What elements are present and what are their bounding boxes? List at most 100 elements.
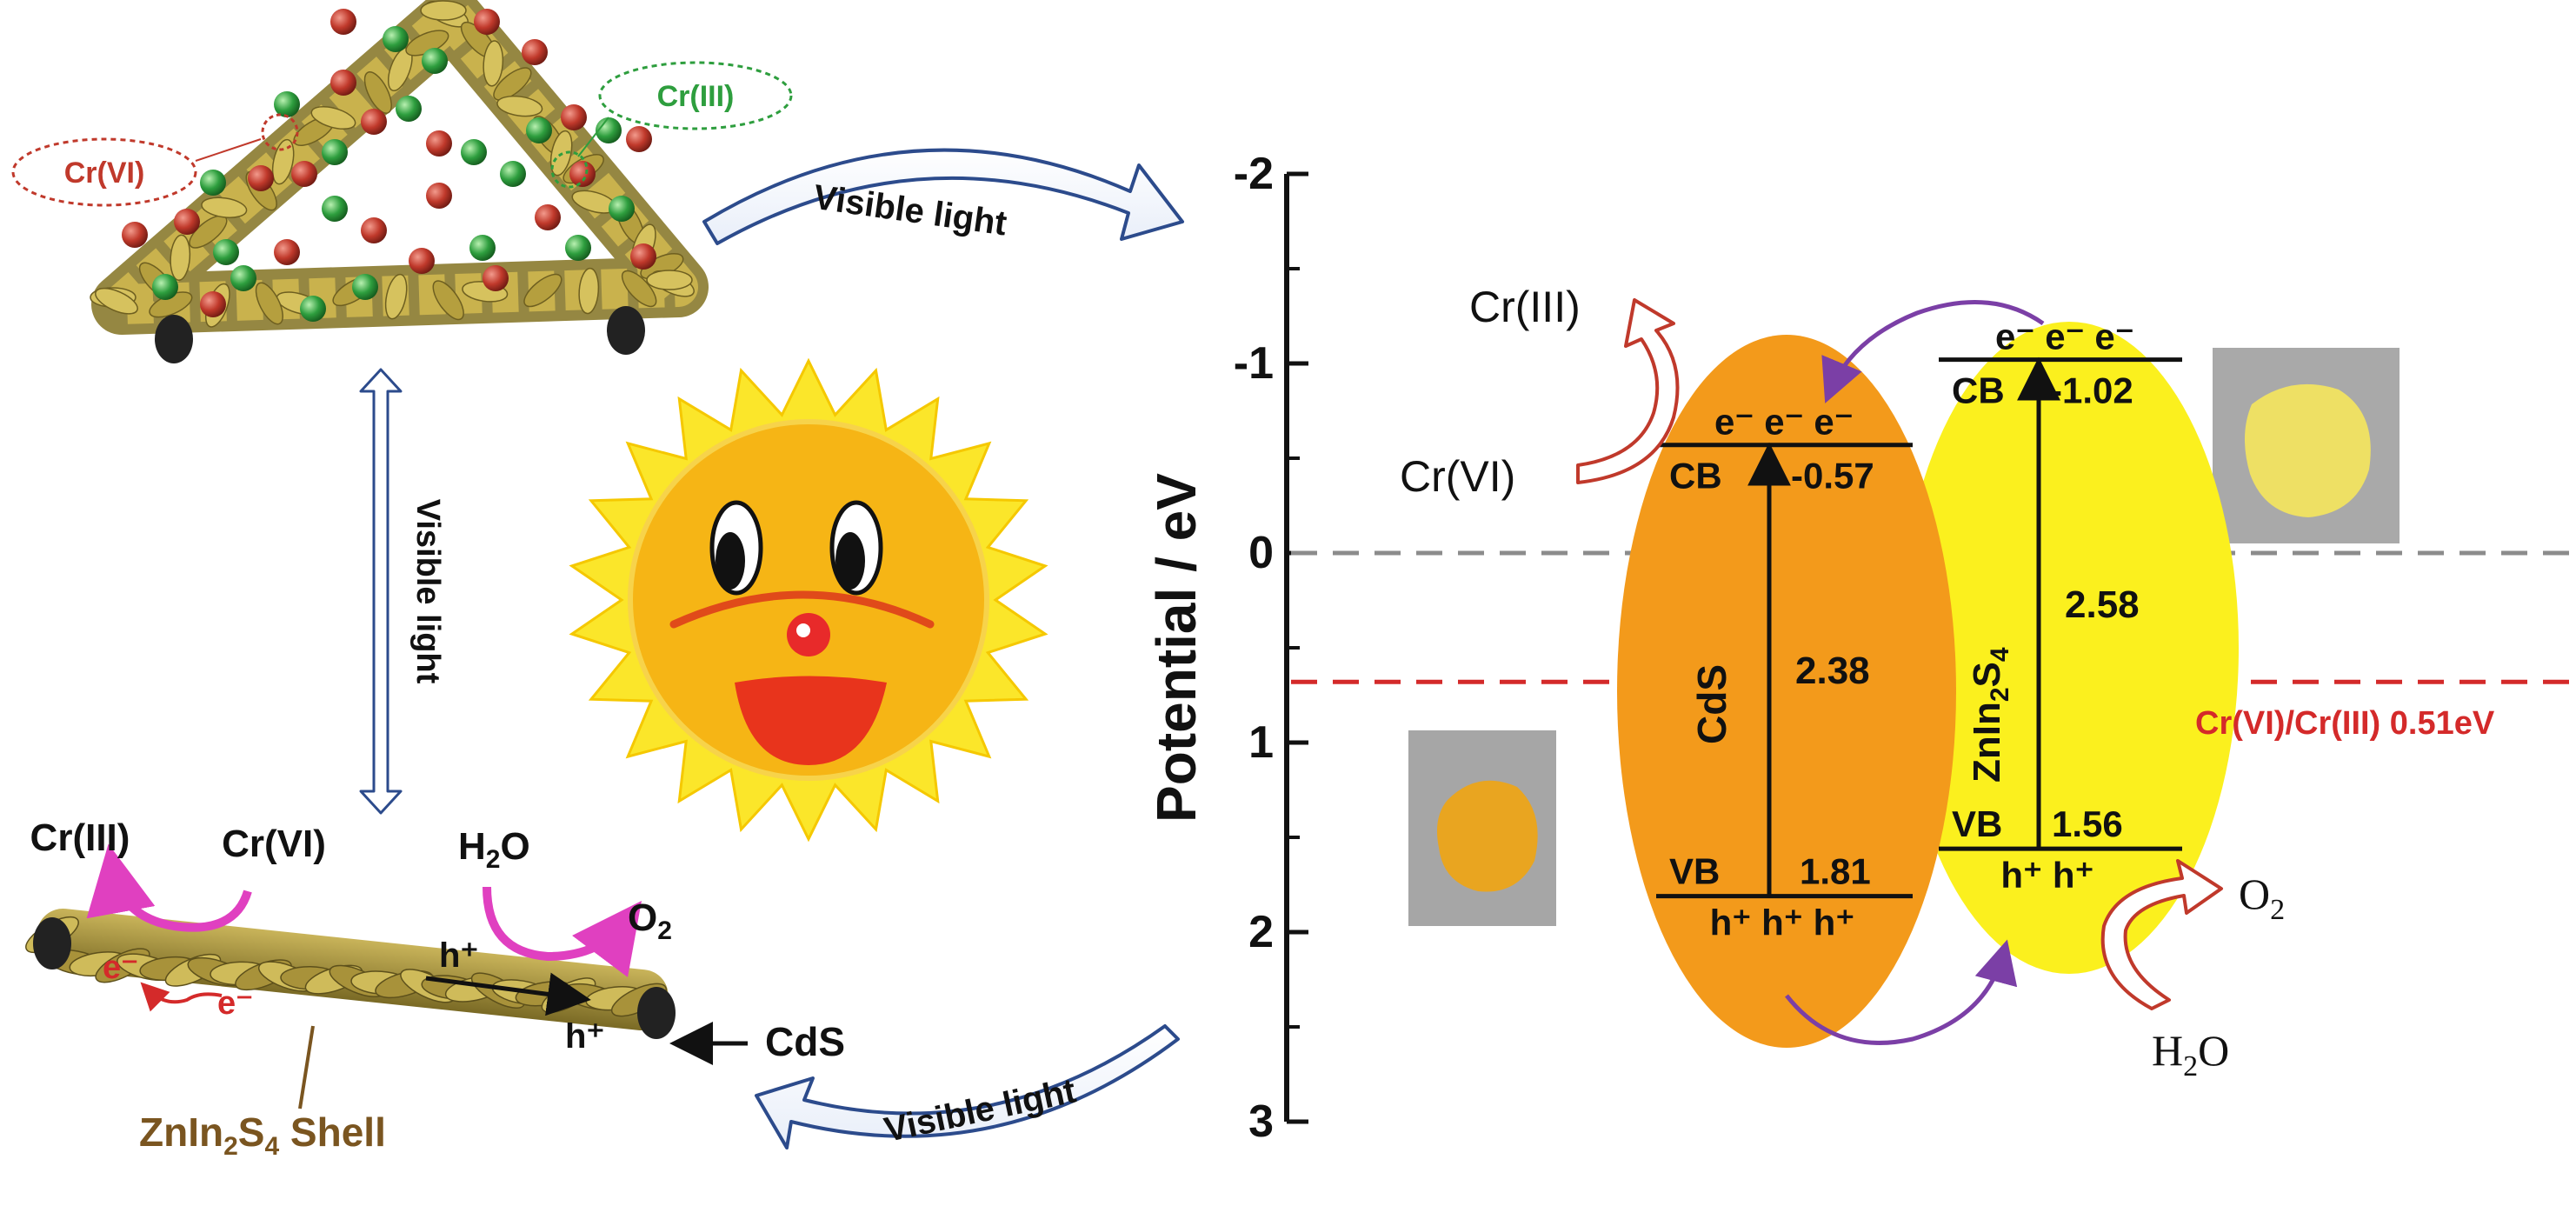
water-left-label: H2O — [458, 825, 530, 874]
right-water-label: H2O — [2152, 1026, 2229, 1083]
cr3-ion — [230, 265, 256, 291]
cr3-ion — [200, 170, 226, 196]
shell-flake — [363, 71, 392, 114]
arrow-visible-light-top: Visible light — [702, 148, 1184, 245]
zis-vb-value: 1.56 — [2052, 803, 2123, 844]
cr6-ion — [626, 126, 652, 152]
cds-vb-label: VB — [1669, 851, 1720, 892]
cr3-ion — [300, 296, 326, 322]
zis-vb-label: VB — [1952, 803, 2002, 844]
cr3-ion — [609, 196, 635, 222]
right-cr6-label: Cr(VI) — [1400, 452, 1515, 501]
cr3-ion — [274, 91, 300, 117]
cds-holes: h⁺ h⁺ h⁺ — [1710, 903, 1855, 943]
cr3-ion — [383, 26, 409, 52]
zis-gap-value: 2.58 — [2065, 583, 2140, 626]
cr-reduction: Cr(III) Cr(VI) — [1400, 283, 1680, 501]
cr6-ion — [426, 130, 452, 157]
cr3-ion — [422, 48, 448, 74]
zis-electrons: e⁻ e⁻ e⁻ — [1995, 316, 2134, 357]
redox-potential-label: Cr(VI)/Cr(III) 0.51eV — [2195, 705, 2495, 742]
shell-flake — [420, 0, 467, 21]
y-tick-label: 1 — [1248, 717, 1274, 768]
electron-transfer-arrow — [1821, 300, 2045, 403]
cr3-ion — [526, 117, 552, 143]
right-oxygen-label: O2 — [2239, 870, 2285, 926]
cr-ions — [122, 9, 656, 322]
cr6-ion — [174, 209, 200, 235]
triangle-nanostructure — [90, 0, 709, 363]
legend-cr6: Cr(VI) — [11, 113, 299, 207]
cr6-ion — [248, 165, 274, 191]
shell-flake — [493, 67, 532, 101]
cds-electrons: e⁻ e⁻ e⁻ — [1714, 402, 1854, 443]
arrow-top-label: Visible light — [811, 178, 1009, 243]
arrow-visible-light-vertical: Visible light — [359, 368, 446, 815]
shell-flake — [255, 282, 283, 325]
cr6-ion — [122, 222, 148, 248]
y-tick-label: 3 — [1248, 1096, 1274, 1147]
shell-flake — [432, 280, 464, 321]
shell-flake — [271, 138, 295, 185]
cr6-ion — [426, 183, 452, 209]
shell-flake — [310, 105, 356, 130]
shell-flake — [578, 267, 600, 315]
shell-flake — [483, 40, 504, 87]
cds-name: CdS — [1689, 664, 1734, 744]
cr6-ion — [274, 239, 300, 265]
cr6-ion — [330, 70, 356, 96]
oxygen-left-label: O2 — [628, 896, 672, 945]
cr6-ion — [535, 204, 561, 230]
shell-flake — [201, 197, 248, 218]
water-oxidation: O2 H2O — [2100, 859, 2285, 1083]
shell-flake — [523, 273, 562, 308]
cr3-ion — [322, 196, 348, 222]
cds-powder-photo — [1408, 730, 1556, 926]
cds-pointer-label: CdS — [765, 1019, 845, 1064]
cr6-ion — [630, 243, 656, 270]
bottom-cr3-label: Cr(III) — [30, 816, 130, 859]
cr3-ion — [461, 139, 487, 165]
y-tick-label: -2 — [1234, 149, 1274, 199]
zis-cb-label: CB — [1952, 370, 2005, 411]
cr3-ion — [500, 161, 526, 187]
y-tick-label: 0 — [1248, 528, 1274, 578]
cr6-ion — [361, 109, 387, 135]
shell-flake — [95, 287, 138, 315]
shell-flake — [170, 234, 191, 281]
zis-holes: h⁺ h⁺ — [2000, 855, 2093, 896]
cds-cb-value: -0.57 — [1791, 456, 1874, 496]
bottom-reactions: Cr(III) Cr(VI) H2O O2 e⁻ e⁻ h⁺ h⁺ CdS Zn… — [30, 816, 845, 1161]
cr3-ion — [596, 117, 622, 143]
cds-cb-label: CB — [1669, 456, 1722, 496]
electron-label-1: e⁻ — [103, 949, 138, 986]
right-cr3-label: Cr(III) — [1469, 283, 1581, 331]
cr3-ion — [152, 274, 178, 300]
zis-ellipse — [1900, 322, 2239, 974]
cr3-ion — [322, 139, 348, 165]
y-tick-label: -1 — [1234, 338, 1274, 389]
cr6-ion — [561, 104, 587, 130]
cr6-ion — [522, 39, 548, 65]
y-tick-label: 2 — [1248, 907, 1274, 957]
shell-flake — [384, 273, 408, 320]
zis-cb-value: -1.02 — [2050, 370, 2133, 411]
potential-axis: Potential / eV — [1145, 174, 1289, 1122]
cr3-ion — [213, 239, 239, 265]
bottom-cr6-label: Cr(VI) — [222, 823, 326, 865]
arrow-vertical-label: Visible light — [409, 499, 446, 684]
cr3-ion — [352, 274, 378, 300]
shell-flake — [646, 270, 693, 290]
y-ticks: -2 -1 0 1 2 3 — [1234, 149, 1308, 1147]
hole-transfer-arrow — [1785, 939, 2018, 1045]
y-axis-label: Potential / eV — [1145, 473, 1208, 823]
electron-label-2: e⁻ — [217, 985, 253, 1022]
cds-vb-value: 1.81 — [1800, 851, 1871, 892]
shell-flake — [496, 95, 543, 117]
hole-label-1: h⁺ — [439, 936, 479, 975]
cds-gap-value: 2.38 — [1795, 650, 1870, 692]
legend-cr6-label: Cr(VI) — [64, 157, 145, 190]
cr6-ion — [483, 265, 509, 291]
shell-label: ZnIn2S4 Shell — [139, 1109, 386, 1161]
